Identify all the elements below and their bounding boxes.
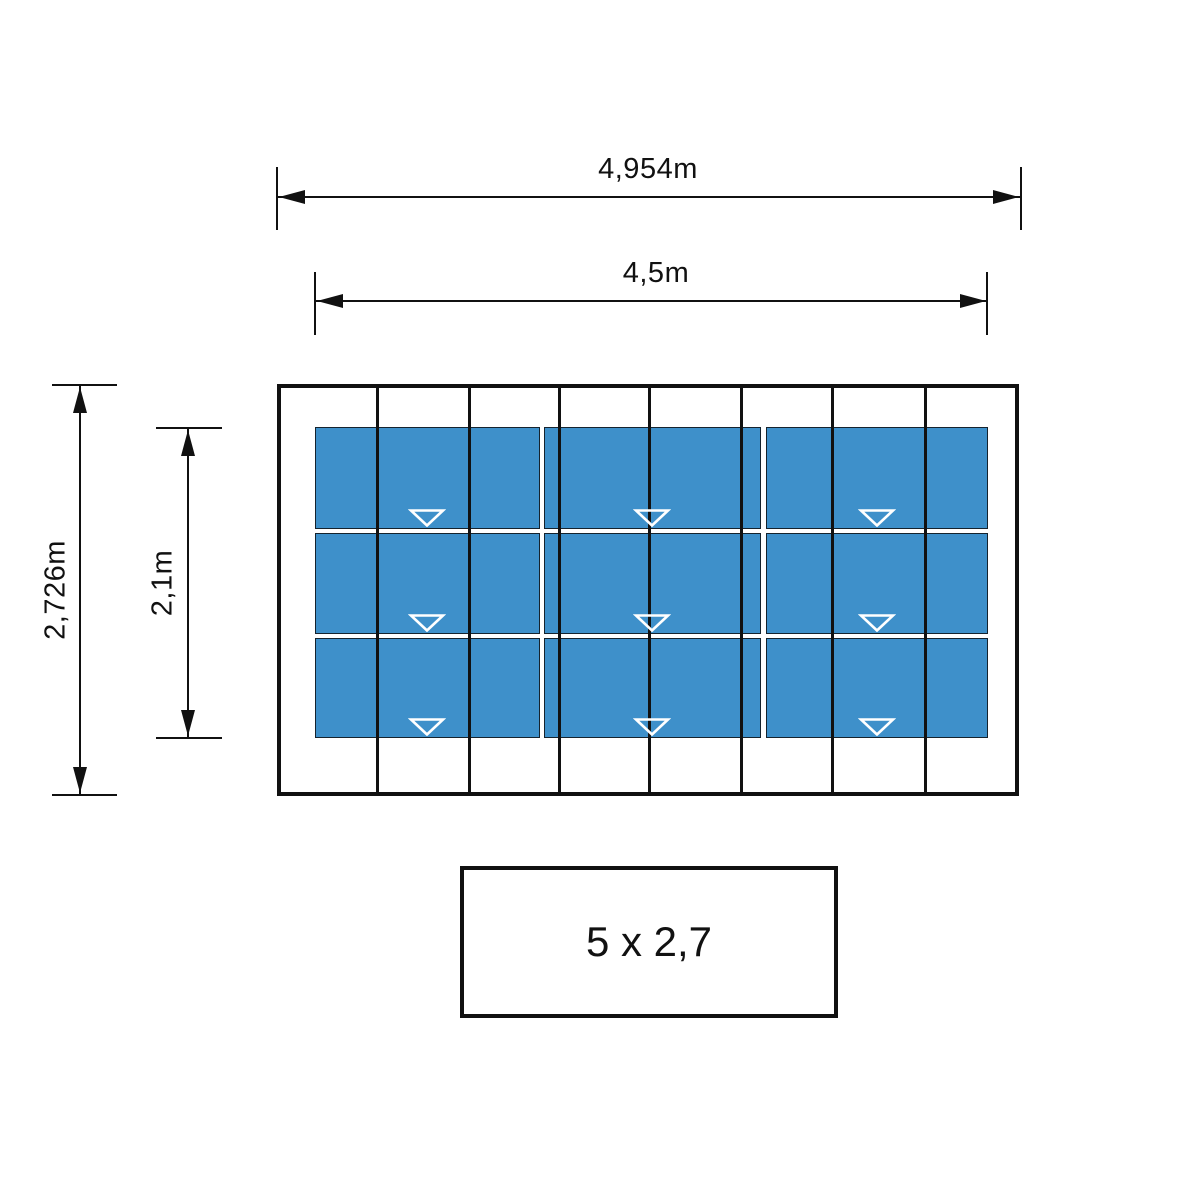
dimension-line [278,196,1022,198]
solar-panel-r1-c2 [544,427,761,529]
rafter-3 [558,387,561,793]
extension-tick [986,272,988,335]
dimension-label-panel-depth: 2,1m [146,549,179,617]
arrowhead-up-icon [181,430,195,456]
solar-panel-r1-c1 [315,427,540,529]
rafter-6 [831,387,834,793]
extension-tick [52,384,117,386]
dimension-label-panel-width: 4,5m [622,257,690,289]
dimension-label-overall-depth: 2,726m [39,540,72,640]
arrowhead-right-icon [993,190,1019,204]
arrowhead-down-icon [73,767,87,793]
extension-tick [52,794,117,796]
dimension-line [79,386,81,795]
panel-marker-triangle-icon [633,718,671,736]
extension-tick [156,737,222,739]
solar-panel-r3-c3 [766,638,988,738]
panel-marker-triangle-icon [858,509,896,527]
arrowhead-right-icon [960,294,986,308]
solar-panel-r2-c3 [766,533,988,634]
panel-marker-triangle-icon [633,509,671,527]
product-size-box: 5 x 2,7 [460,866,838,1018]
extension-tick [314,272,316,335]
extension-tick [156,427,222,429]
solar-panel-r1-c3 [766,427,988,529]
arrowhead-left-icon [279,190,305,204]
rafter-4 [648,387,651,793]
panel-marker-triangle-icon [408,614,446,632]
product-size-label: 5 x 2,7 [585,918,713,965]
rafter-2 [468,387,471,793]
panel-marker-triangle-icon [633,614,671,632]
panel-marker-triangle-icon [408,718,446,736]
solar-panel-r2-c1 [315,533,540,634]
dimension-label-overall-width: 4,954m [598,153,698,185]
panel-marker-triangle-icon [858,718,896,736]
solar-panel-r2-c2 [544,533,761,634]
panel-marker-triangle-icon [858,614,896,632]
extension-tick [276,167,278,230]
extension-tick [1020,167,1022,230]
panel-marker-triangle-icon [408,509,446,527]
solar-panel-r3-c2 [544,638,761,738]
arrowhead-up-icon [73,387,87,413]
rafter-5 [740,387,743,793]
arrowhead-left-icon [317,294,343,308]
dimension-line [316,300,988,302]
dimension-line [187,429,189,738]
solar-panel-r3-c1 [315,638,540,738]
arrowhead-down-icon [181,710,195,736]
rafter-7 [924,387,927,793]
rafter-1 [376,387,379,793]
